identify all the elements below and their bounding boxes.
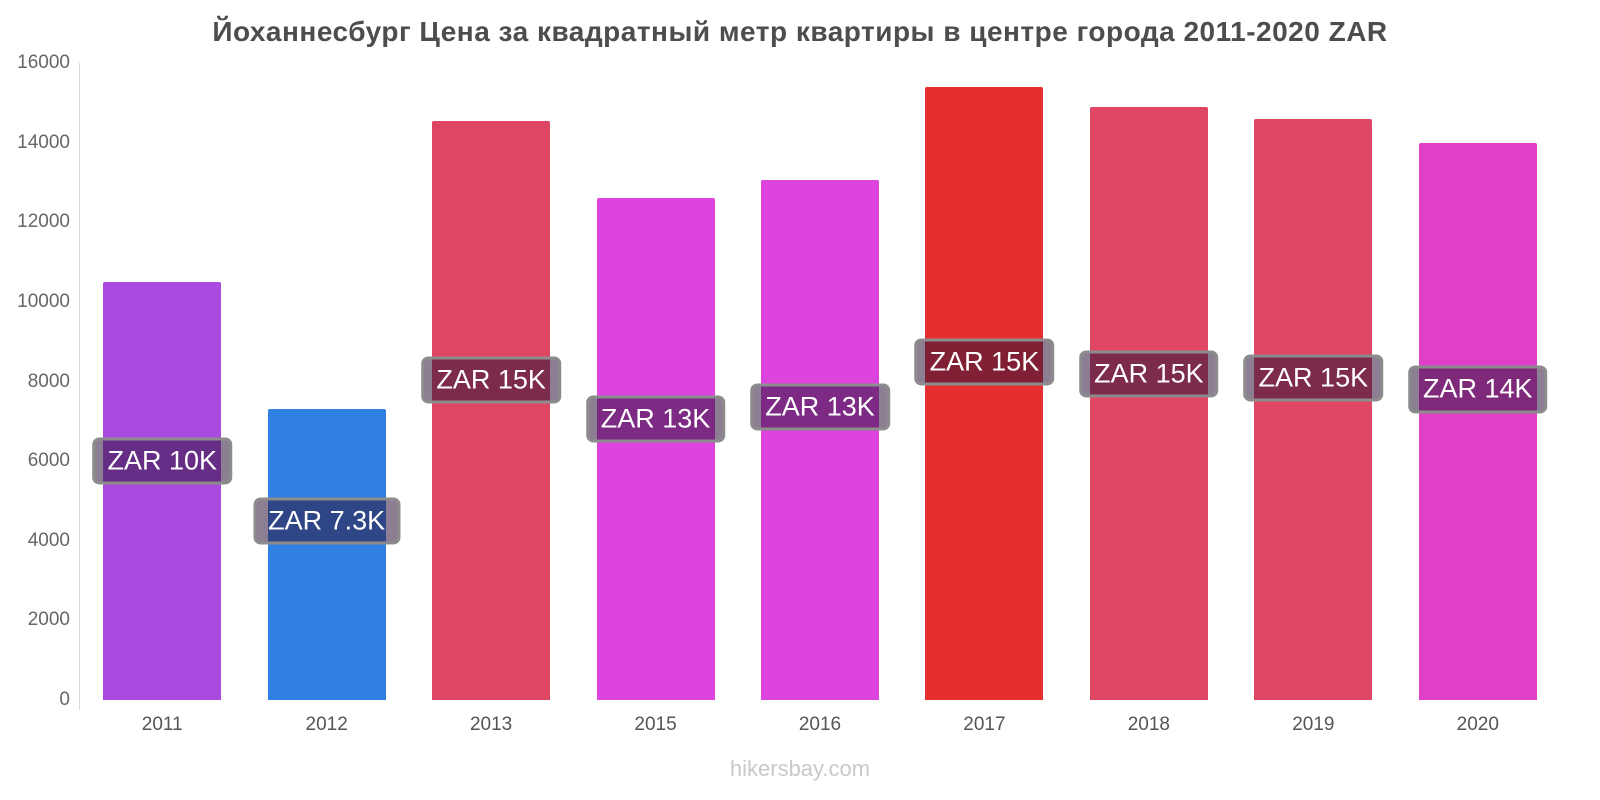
bar-value-label-2015: ZAR 13K [585,395,726,443]
bar-2020 [1418,142,1537,700]
chart-title: Йоханнесбург Цена за квадратный метр ква… [212,16,1388,47]
bar-2011 [103,281,222,700]
bar-value-label-2018: ZAR 15K [1079,350,1219,398]
y-tick-label: 0 [59,689,70,710]
x-tick-label-2013: 2013 [469,714,513,735]
x-tick-label-2017: 2017 [963,714,1006,735]
y-tick-label: 12000 [17,211,70,233]
x-tick-label-2018: 2018 [1127,714,1171,735]
bar-2019 [1254,118,1373,700]
x-tick-label-2015: 2015 [634,714,677,735]
watermark: hikersbay.com [729,756,871,781]
bar-value-label-2013: ZAR 15K [421,355,561,404]
bar-value-label-2019: ZAR 15K [1243,353,1384,402]
y-axis-line [79,63,80,710]
x-tick-label-2011: 2011 [141,714,183,735]
bar-value-label-2020: ZAR 14K [1407,365,1548,413]
y-tick-label: 14000 [17,131,70,153]
bar-2012 [267,409,386,700]
y-tick-label: 2000 [27,609,70,631]
bar-2013 [432,120,551,700]
bar-value-label-2016: ZAR 13K [750,383,890,431]
x-tick-label-2012: 2012 [305,714,348,735]
y-tick-label: 16000 [17,52,70,73]
bar-2015 [596,198,715,700]
bar-2018 [1089,106,1208,700]
y-tick-label: 10000 [17,290,70,312]
x-tick-label-2016: 2016 [798,714,842,735]
y-tick-label: 6000 [27,450,70,472]
x-tick-label-2019: 2019 [1292,714,1335,735]
bar-value-label-2011: ZAR 10K [92,437,232,485]
bar-value-label-2012: ZAR 7.3K [253,497,401,545]
y-tick-label: 4000 [27,529,70,551]
y-tick-label: 8000 [27,370,70,392]
bar-value-label-2017: ZAR 15K [914,338,1055,386]
bar-2017 [925,86,1044,700]
bar-2016 [761,180,879,700]
x-tick-label-2020: 2020 [1456,714,1499,735]
